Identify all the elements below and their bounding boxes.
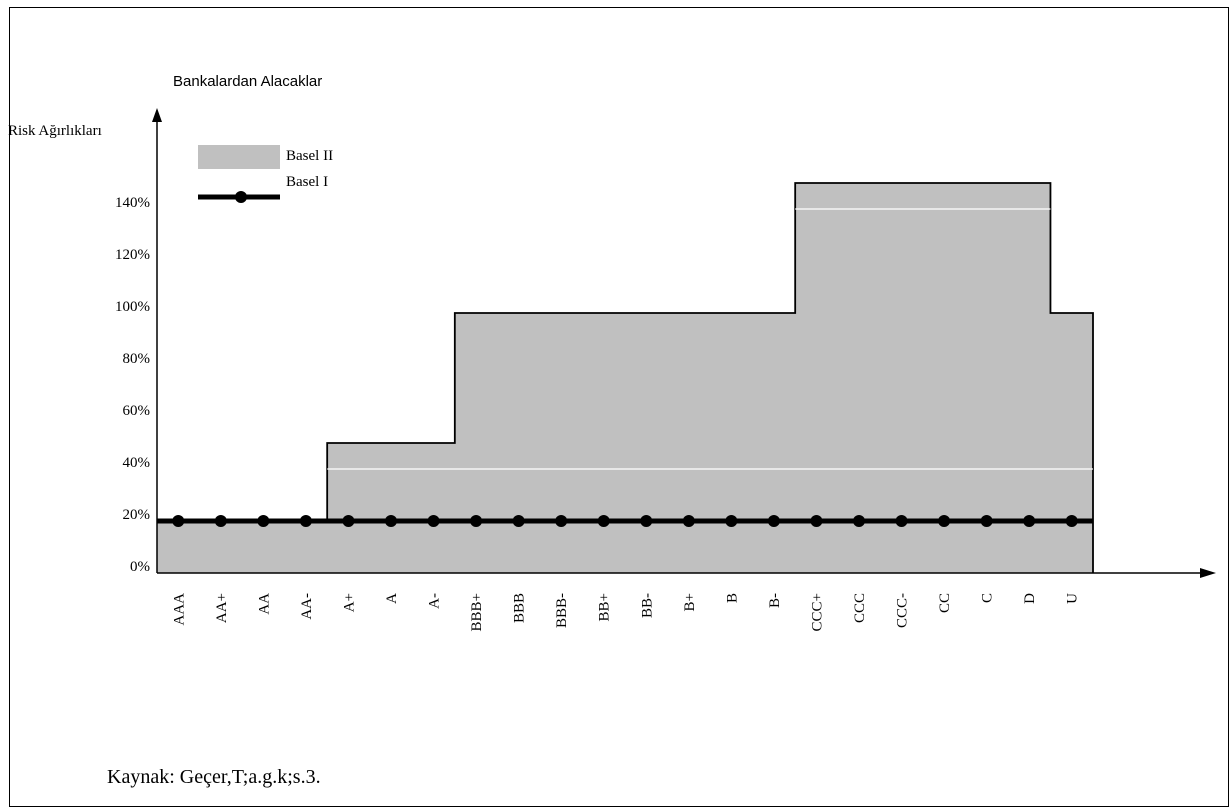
legend-label-basel-i: Basel I [286, 174, 328, 190]
legend-label-basel-ii: Basel II [286, 148, 333, 164]
basel-i-marker [257, 515, 270, 527]
basel-i-marker [470, 515, 483, 527]
basel-ii-bar-bb-plus [582, 313, 626, 573]
legend-swatch-basel-ii [198, 145, 280, 169]
y-tick-label: 20% [123, 507, 151, 523]
basel-i-marker [1065, 515, 1078, 527]
x-category-label: BBB+ [469, 593, 485, 631]
x-category-label: BBB- [554, 593, 570, 628]
basel-i-marker [342, 515, 355, 527]
basel-i-marker [385, 515, 397, 527]
x-category-label: BB- [639, 593, 655, 618]
x-category-label: AAA [171, 593, 187, 626]
x-category-label: A [384, 593, 400, 604]
basel-ii-bar-b [710, 313, 754, 573]
basel-ii-bar-bbb-minus [539, 313, 583, 573]
basel-ii-step-outline [157, 182, 1094, 573]
y-axis-label: Risk Ağırlıkları [8, 123, 102, 139]
x-category-label: AA+ [214, 593, 230, 623]
basel-ii-bar-aa-plus [199, 521, 243, 573]
basel-i-line-layer [157, 515, 1093, 527]
basel-i-marker [938, 515, 951, 527]
x-category-label: CCC [852, 593, 868, 623]
source-note: Kaynak: Geçer,T;a.g.k;s.3. [107, 766, 321, 788]
x-category-label: CC [937, 593, 953, 613]
x-category-label: AA- [299, 593, 315, 620]
label-layer: 0%20%40%60%80%100%120%140%AAA AA+ AA AA- A+ A… [115, 195, 1081, 631]
basel-i-marker [980, 515, 993, 527]
basel-ii-bar-u [1050, 313, 1094, 573]
x-category-label: B+ [682, 593, 698, 611]
basel-ii-bar-b-plus [667, 313, 711, 573]
basel-ii-bar-a [369, 443, 413, 573]
basel-ii-bar-a-plus [327, 443, 371, 573]
axes-layer [152, 108, 1216, 578]
basel-i-marker [512, 515, 525, 527]
x-axis-arrow [1200, 568, 1216, 578]
x-category-label: AA [256, 593, 272, 615]
basel-i-marker [725, 515, 738, 527]
x-category-label: C [980, 593, 996, 603]
legend-marker-basel-i [235, 191, 247, 203]
basel-i-marker [810, 515, 823, 527]
basel-ii-bar-a-minus [412, 443, 456, 573]
basel-ii-area-layer [157, 182, 1094, 573]
basel-ii-bar-bbb-plus [454, 313, 498, 573]
x-category-label: A+ [341, 593, 357, 612]
basel-i-marker [172, 515, 185, 527]
y-tick-label: 40% [123, 455, 151, 471]
legend: Basel II Basel I [198, 145, 333, 203]
x-category-label: CCC+ [809, 593, 825, 631]
basel-i-marker [640, 515, 653, 527]
basel-ii-bar-c [965, 183, 1009, 573]
y-tick-label: 0% [130, 559, 150, 575]
x-category-label: B [724, 593, 740, 603]
x-category-label: B- [767, 593, 783, 608]
basel-i-marker [895, 515, 908, 527]
basel-ii-bar-d [1007, 183, 1051, 573]
x-category-label: BB+ [597, 593, 613, 621]
y-tick-label: 80% [123, 351, 151, 367]
basel-ii-bar-aaa [157, 521, 201, 573]
basel-ii-bar-ccc-plus [795, 183, 839, 573]
basel-ii-bar-ccc-minus [880, 183, 924, 573]
basel-i-marker [597, 515, 610, 527]
basel-ii-bar-aa [242, 521, 286, 573]
basel-i-marker [427, 515, 440, 527]
x-category-label: D [1022, 593, 1038, 604]
basel-i-marker [299, 515, 312, 527]
basel-i-marker [853, 515, 865, 527]
basel-ii-bar-ccc [837, 183, 881, 573]
basel-ii-bar-cc [922, 183, 966, 573]
x-category-label: A- [427, 593, 443, 609]
basel-i-marker [767, 515, 780, 527]
x-category-label: CCC- [895, 593, 911, 628]
basel-i-marker [682, 515, 695, 527]
basel-i-marker [555, 515, 568, 527]
basel-i-marker [1023, 515, 1036, 527]
y-axis-arrow [152, 108, 162, 122]
y-tick-label: 60% [123, 403, 151, 419]
y-tick-label: 120% [115, 247, 150, 263]
x-category-label: U [1065, 593, 1081, 604]
basel-ii-bar-b-minus [752, 313, 796, 573]
basel-ii-bar-aa-minus [284, 521, 328, 573]
y-tick-label: 100% [115, 299, 150, 315]
y-tick-label: 140% [115, 195, 150, 211]
basel-ii-bar-bb-minus [625, 313, 669, 573]
basel-i-marker [214, 515, 227, 527]
chart-title: Bankalardan Alacaklar [173, 73, 322, 90]
basel-ii-bar-bbb [497, 313, 541, 573]
x-category-label: BBB [512, 593, 528, 623]
